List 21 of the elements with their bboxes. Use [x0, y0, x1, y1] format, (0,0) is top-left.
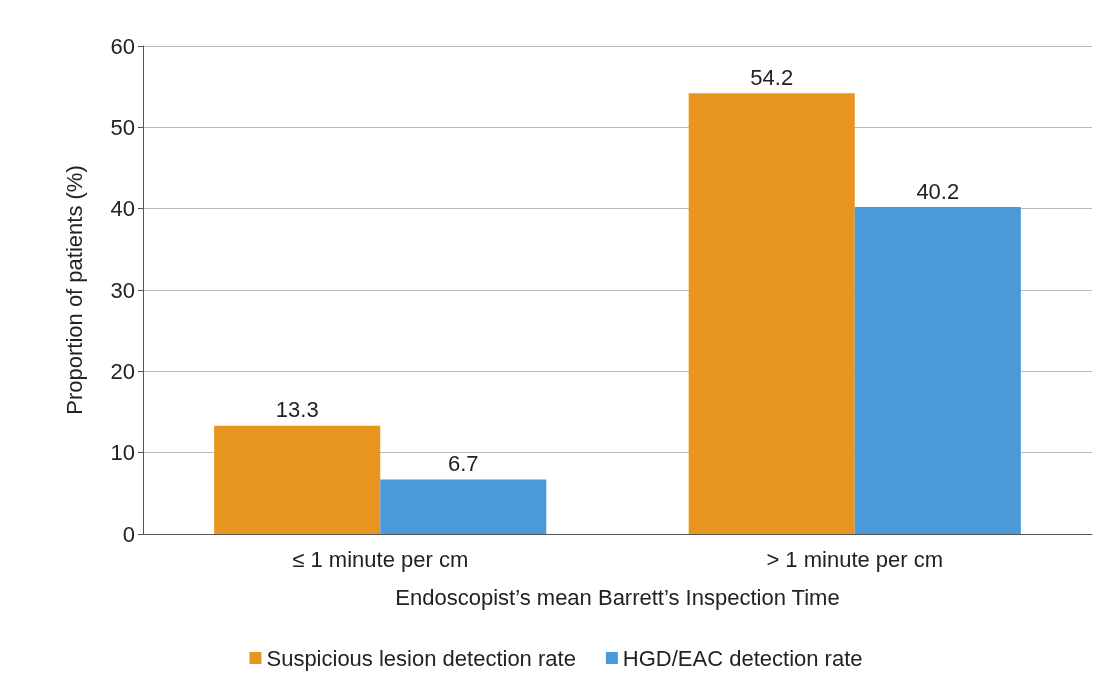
bar: [688, 93, 855, 534]
y-tick-label: 30: [110, 277, 135, 303]
bar: [380, 479, 547, 534]
data-label: 6.7: [447, 451, 479, 477]
y-tick-label: 10: [110, 440, 135, 466]
y-tick-label: 20: [110, 358, 135, 384]
y-tick-label: 0: [122, 521, 135, 547]
data-label: 54.2: [750, 64, 794, 90]
x-tick-label: > 1 minute per cm: [766, 546, 944, 572]
y-tick-label: 40: [110, 196, 135, 222]
y-axis-title: Proportion of patients (%): [61, 165, 87, 415]
x-tick-label: ≤ 1 minute per cm: [292, 546, 469, 572]
y-tick-label: 60: [110, 33, 135, 59]
legend-label: Suspicious lesion detection rate: [266, 645, 576, 671]
data-label: 13.3: [275, 397, 319, 423]
bar: [214, 425, 381, 534]
bar: [854, 207, 1021, 534]
x-axis-title: Endoscopist’s mean Barrett’s Inspection Time: [395, 584, 840, 610]
y-tick-label: 50: [110, 114, 135, 140]
data-label: 40.2: [916, 178, 960, 204]
legend-label: HGD/EAC detection rate: [622, 645, 863, 671]
